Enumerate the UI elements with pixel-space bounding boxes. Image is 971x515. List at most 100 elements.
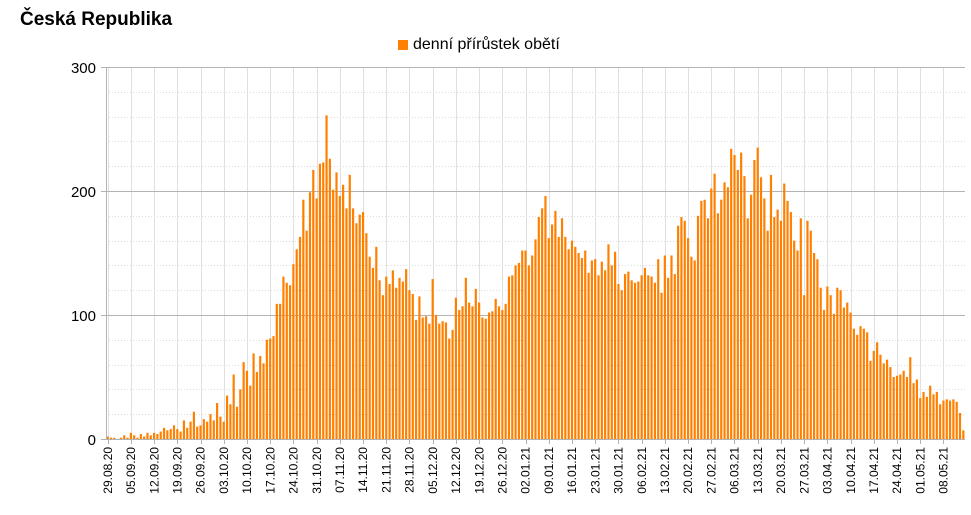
bar: [328, 158, 331, 439]
bar: [879, 354, 882, 439]
bar: [872, 350, 875, 439]
bar: [325, 115, 328, 440]
bar: [759, 177, 763, 440]
bar: [607, 244, 610, 439]
bar: [650, 276, 653, 439]
bar: [594, 259, 597, 439]
bar: [796, 250, 799, 439]
bar: [239, 389, 242, 439]
x-tick-label: 20.02.21: [681, 447, 695, 494]
bar: [905, 377, 909, 439]
bar: [156, 434, 159, 439]
bar: [229, 404, 232, 439]
x-tick-label: 20.03.21: [774, 447, 788, 494]
bar: [464, 277, 467, 439]
bar: [776, 209, 779, 439]
bar: [590, 260, 593, 439]
bar: [491, 311, 494, 439]
y-tick-label: 200: [71, 184, 96, 201]
bar: [282, 276, 285, 439]
x-tick-label: 08.05.21: [937, 447, 951, 494]
bar: [816, 259, 819, 439]
bar: [892, 377, 895, 439]
x-tick-label: 14.11.20: [356, 447, 370, 493]
bar: [146, 432, 149, 439]
bar: [312, 169, 315, 440]
bar: [481, 317, 484, 439]
bar: [219, 416, 222, 439]
bar: [660, 292, 663, 439]
bar: [139, 434, 142, 439]
bar: [570, 240, 574, 439]
bar: [408, 290, 411, 439]
bar: [421, 317, 424, 439]
bar: [716, 213, 720, 439]
legend-swatch: [398, 40, 408, 50]
x-tick-label: 10.10.20: [240, 447, 254, 494]
x-tick-label: 23.01.21: [588, 447, 602, 494]
bar: [179, 431, 182, 439]
x-tick-label: 13.02.21: [658, 447, 672, 494]
bar: [345, 208, 348, 439]
bar: [663, 255, 666, 439]
bar: [441, 321, 444, 439]
bar: [550, 224, 554, 439]
bar: [623, 274, 627, 439]
bar: [468, 302, 471, 439]
bar: [381, 295, 385, 439]
y-tick-label: 300: [71, 60, 96, 77]
bar: [756, 147, 759, 439]
bar: [587, 272, 590, 439]
bar: [434, 315, 438, 439]
bar: [348, 174, 351, 439]
bar: [700, 200, 703, 439]
x-tick-label: 12.12.20: [449, 447, 463, 494]
y-tick-label: 0: [88, 432, 96, 449]
bar: [298, 236, 302, 439]
bar: [577, 253, 580, 439]
axes: [106, 67, 965, 440]
bar: [560, 218, 564, 439]
bar: [398, 277, 401, 439]
bar: [876, 342, 879, 439]
bar: [288, 285, 292, 439]
bar: [859, 326, 862, 439]
bar: [368, 256, 371, 439]
x-tick-label: 03.04.21: [821, 447, 835, 494]
bar: [829, 295, 832, 439]
bar: [531, 255, 534, 439]
bar: [415, 319, 418, 439]
bar: [169, 429, 172, 439]
x-tick-label: 17.10.20: [263, 447, 277, 494]
bar: [355, 223, 358, 439]
bar: [670, 255, 673, 439]
x-tick-label: 17.04.21: [867, 447, 881, 494]
bar: [730, 148, 733, 439]
bar: [143, 436, 146, 439]
bar: [302, 199, 305, 439]
bar: [209, 414, 212, 439]
chart-title: Česká Republika: [20, 9, 173, 30]
bar: [192, 411, 195, 439]
bar: [378, 280, 381, 439]
bar: [338, 195, 341, 439]
bar: [746, 218, 749, 439]
bar: [133, 435, 136, 439]
bar: [832, 313, 836, 439]
bar: [388, 284, 391, 439]
bar: [567, 249, 570, 439]
bar: [119, 437, 123, 439]
bar: [196, 426, 199, 439]
bar: [696, 215, 700, 439]
bar: [222, 421, 225, 439]
bar: [902, 370, 905, 439]
bar: [225, 395, 229, 439]
bar: [630, 280, 633, 439]
bar: [842, 307, 846, 439]
bar: [849, 312, 852, 439]
bar: [822, 310, 826, 439]
bar: [365, 233, 368, 439]
bar: [962, 430, 965, 439]
bar: [819, 287, 822, 439]
